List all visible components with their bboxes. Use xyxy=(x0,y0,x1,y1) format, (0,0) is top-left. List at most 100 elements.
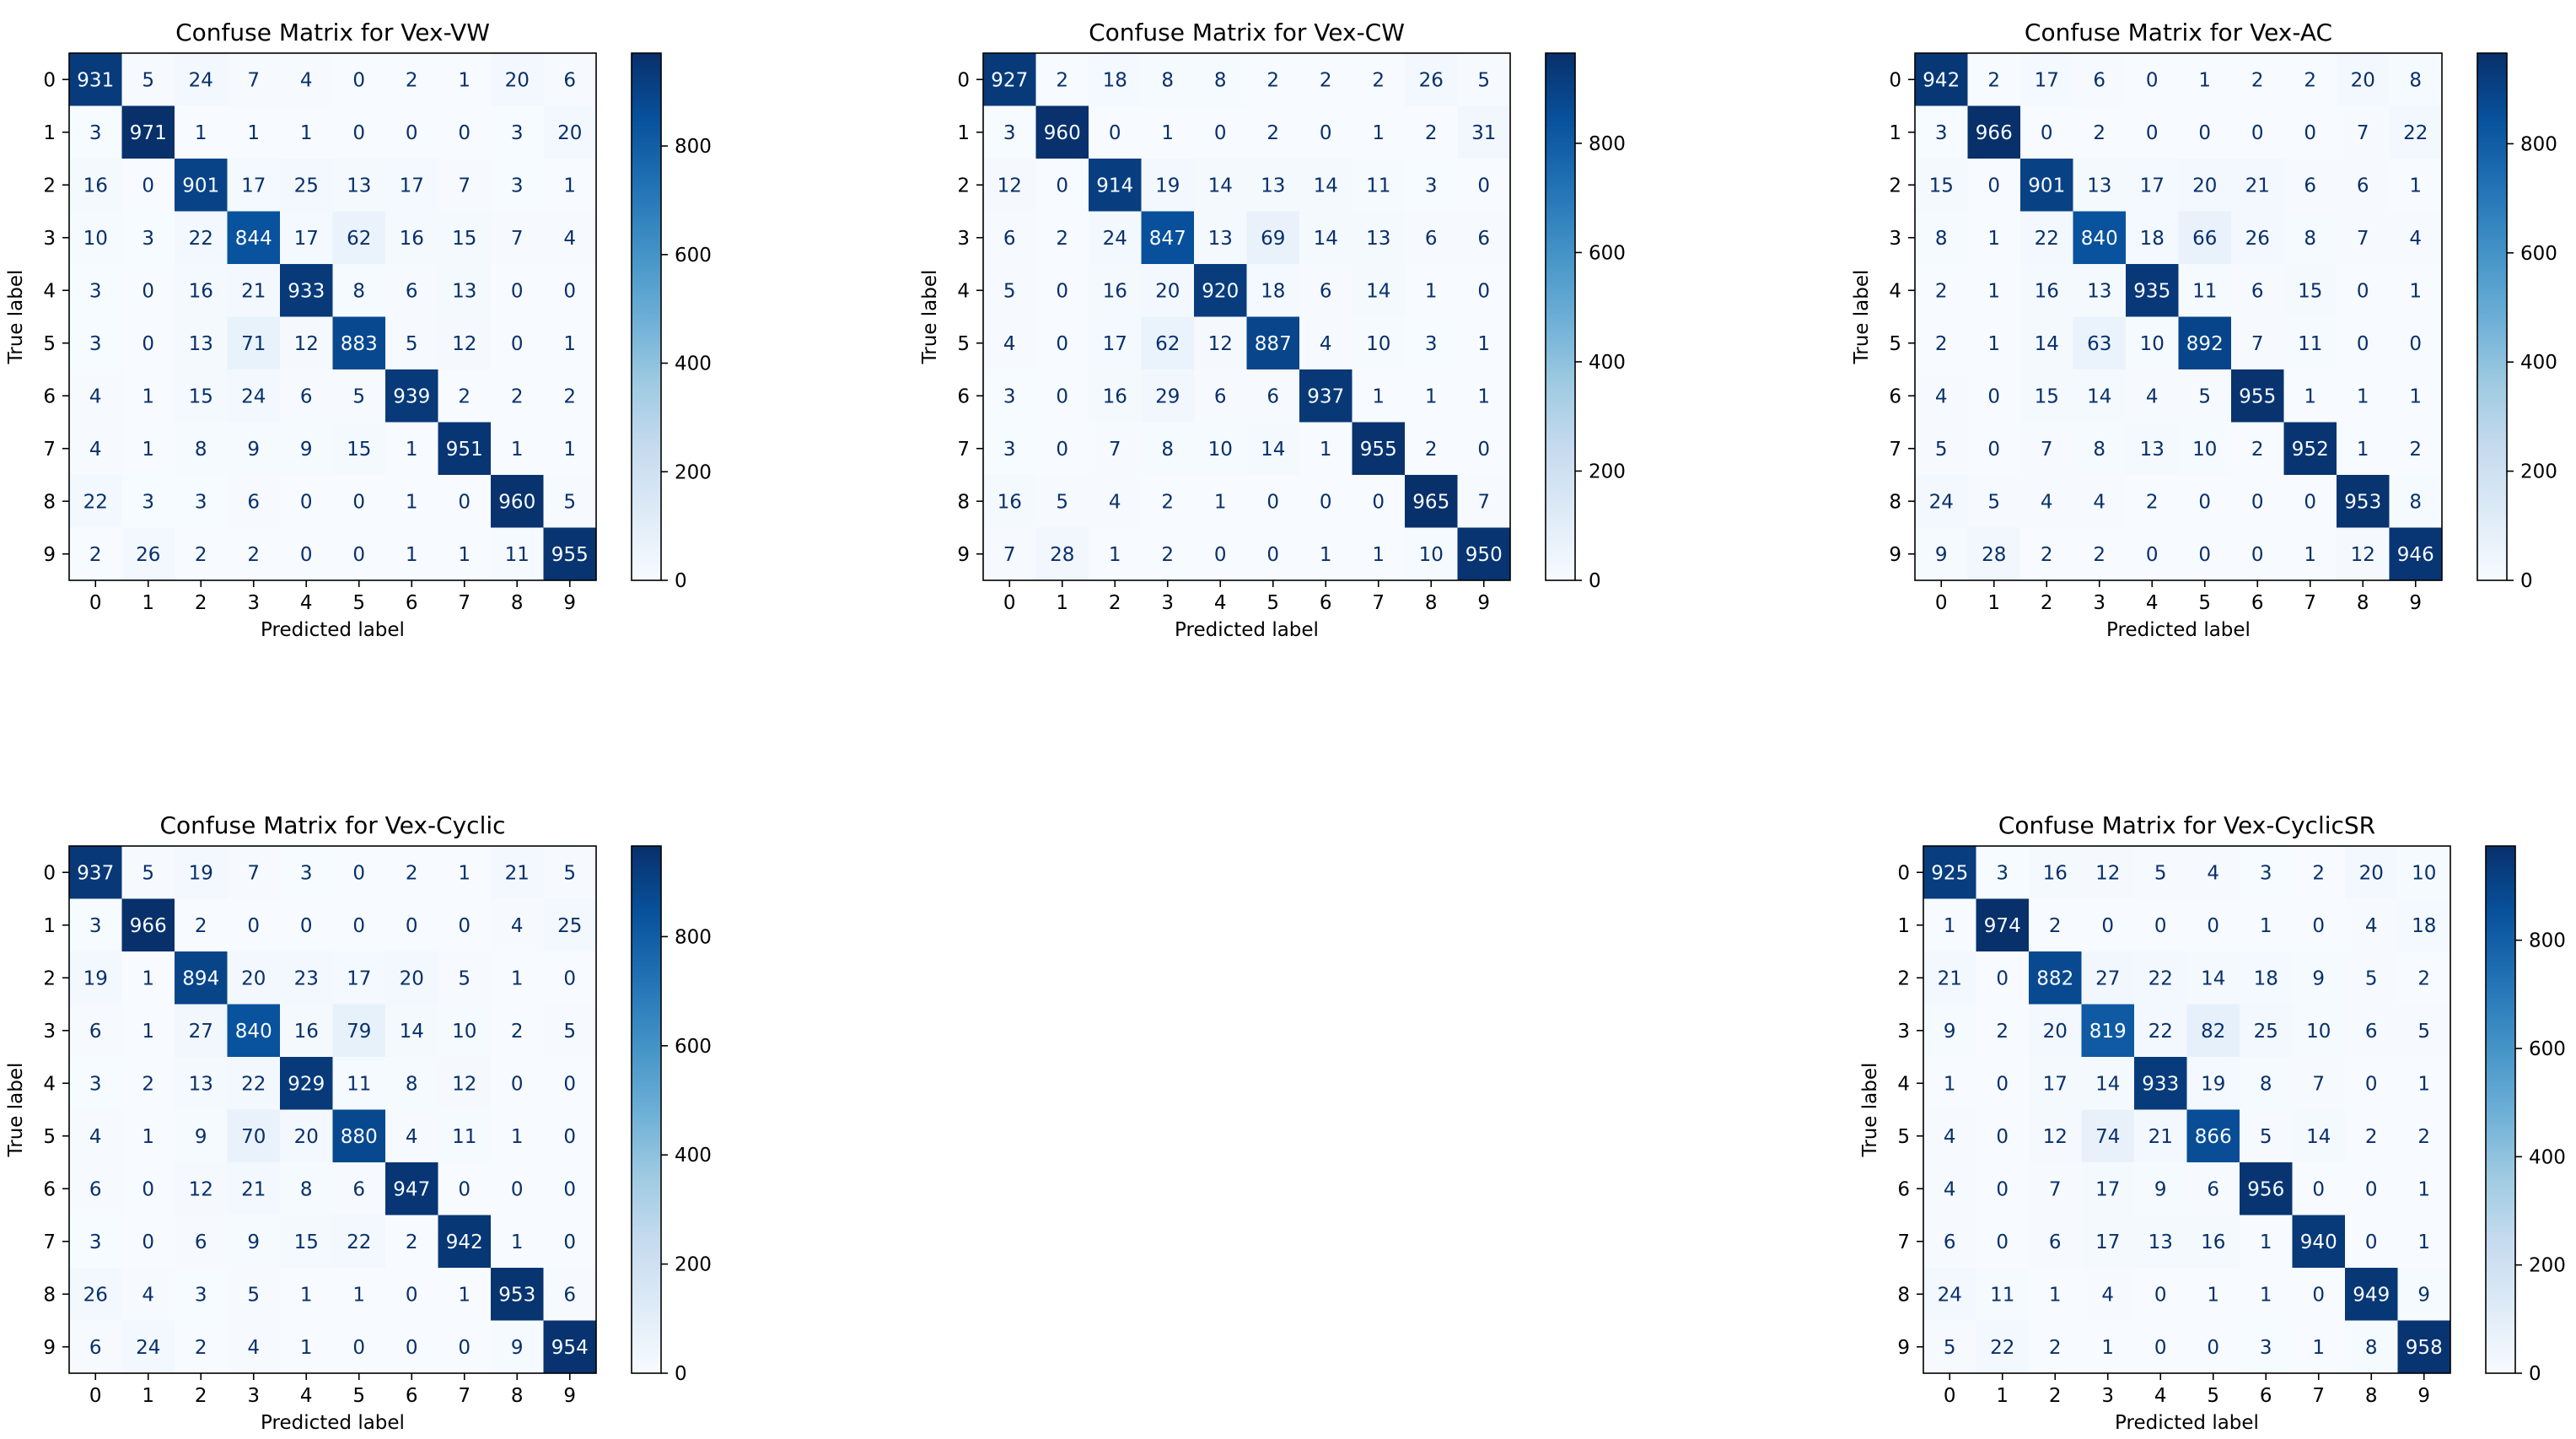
cell-value-label: 5 xyxy=(1935,439,1948,461)
colorbar-tick-label: 200 xyxy=(675,461,712,483)
heatmap-cell xyxy=(280,898,333,952)
cell-value-label: 942 xyxy=(1923,69,1960,91)
cell-value-label: 8 xyxy=(2304,228,2316,250)
cell-value-label: 0 xyxy=(511,333,524,355)
cell-value-label: 2 xyxy=(406,862,418,884)
heatmap-cell xyxy=(2292,1109,2346,1163)
cell-value-label: 6 xyxy=(1003,228,1016,250)
heatmap-cell xyxy=(2292,1215,2346,1269)
cell-value-label: 866 xyxy=(2195,1126,2232,1148)
heatmap-cell xyxy=(332,264,386,317)
cell-value-label: 14 xyxy=(1208,175,1233,197)
heatmap-cell xyxy=(543,898,597,952)
y-tick-label: 0 xyxy=(43,69,56,91)
colorbar-tick-label: 600 xyxy=(1589,242,1626,264)
heatmap-cell xyxy=(1915,527,1968,581)
heatmap-cell xyxy=(1089,53,1142,106)
heatmap-cell xyxy=(280,369,333,423)
heatmap-cell xyxy=(1141,422,1195,476)
heatmap-cell xyxy=(1976,1004,2030,1058)
colorbar xyxy=(2477,52,2508,581)
heatmap-cell xyxy=(1352,53,1406,106)
cell-value-label: 5 xyxy=(1056,491,1068,513)
heatmap-cell xyxy=(1923,1268,1976,1321)
cell-value-label: 7 xyxy=(247,69,260,91)
cell-value-label: 1 xyxy=(352,1284,365,1306)
cell-value-label: 1 xyxy=(2304,385,2316,407)
heatmap-cell xyxy=(491,898,544,952)
cell-value-label: 21 xyxy=(505,862,530,884)
heatmap-cell xyxy=(227,1268,281,1321)
cell-value-label: 7 xyxy=(2041,439,2053,461)
heatmap-cell xyxy=(438,422,492,476)
cell-value-label: 939 xyxy=(393,385,430,407)
x-axis-label: Predicted label xyxy=(2106,619,2251,641)
heatmap-cell xyxy=(175,951,228,1005)
cell-value-label: 965 xyxy=(1412,491,1449,513)
cell-value-label: 0 xyxy=(511,1178,524,1200)
x-axis-label: Predicted label xyxy=(261,1412,405,1434)
cell-value-label: 0 xyxy=(352,915,365,937)
x-tick-label: 1 xyxy=(142,1385,154,1407)
heatmap-cell xyxy=(1141,527,1195,581)
heatmap-cell xyxy=(332,53,386,106)
cell-value-label: 25 xyxy=(294,175,319,197)
heatmap-cell xyxy=(2073,369,2127,423)
cell-value-label: 8 xyxy=(1161,69,1174,91)
heatmap-cell xyxy=(1976,1320,2030,1374)
cell-value-label: 0 xyxy=(352,122,365,144)
heatmap-cell xyxy=(2345,1268,2398,1321)
cell-value-label: 937 xyxy=(1307,385,1344,407)
heatmap-cell xyxy=(1967,422,2021,476)
cell-value-label: 2 xyxy=(2251,439,2264,461)
cell-value-label: 1 xyxy=(142,1021,154,1043)
cell-value-label: 11 xyxy=(347,1073,371,1095)
heatmap-cell xyxy=(983,475,1036,528)
heatmap-cell xyxy=(175,159,228,212)
cell-value-label: 1 xyxy=(1372,122,1385,144)
heatmap-cell xyxy=(280,1004,333,1058)
cell-value-label: 3 xyxy=(1935,122,1948,144)
y-tick-label: 3 xyxy=(43,228,56,250)
cell-value-label: 887 xyxy=(1255,333,1292,355)
y-tick-label: 8 xyxy=(1889,491,1901,513)
heatmap-cell xyxy=(2126,105,2179,159)
heatmap-cell xyxy=(1967,369,2021,423)
cell-value-label: 26 xyxy=(2245,228,2270,250)
heatmap-cell xyxy=(1976,951,2030,1005)
cell-value-label: 0 xyxy=(2146,69,2159,91)
heatmap-cell xyxy=(332,898,386,952)
heatmap-cell xyxy=(2292,1004,2346,1058)
heatmap-cell xyxy=(332,1004,386,1058)
heatmap-cell xyxy=(385,1268,438,1321)
heatmap-cell xyxy=(1035,475,1089,528)
heatmap-cell xyxy=(69,211,122,265)
heatmap-cell xyxy=(69,264,122,317)
heatmap-cell xyxy=(385,264,438,317)
y-tick-label: 6 xyxy=(43,1178,56,1200)
x-tick-label: 9 xyxy=(1477,592,1490,614)
heatmap-cell xyxy=(2283,211,2337,265)
cell-value-label: 8 xyxy=(2409,69,2422,91)
cell-value-label: 0 xyxy=(352,491,365,513)
x-tick-label: 7 xyxy=(2312,1385,2325,1407)
x-tick-label: 0 xyxy=(1944,1385,1956,1407)
y-tick-label: 5 xyxy=(43,1126,56,1148)
heatmap-cell xyxy=(2231,159,2284,212)
cell-value-label: 1 xyxy=(1987,333,2000,355)
cell-value-label: 12 xyxy=(189,1178,213,1200)
heatmap-cell xyxy=(2186,951,2240,1005)
heatmap-cell xyxy=(2389,105,2443,159)
heatmap-cell xyxy=(2397,1320,2451,1374)
x-tick-label: 8 xyxy=(2357,592,2369,614)
cell-value-label: 10 xyxy=(452,1021,476,1043)
heatmap-cell xyxy=(280,527,333,581)
heatmap-frame xyxy=(68,845,597,1374)
cell-value-label: 6 xyxy=(195,1232,207,1253)
cell-value-label: 2 xyxy=(2417,1126,2430,1148)
cell-value-label: 1 xyxy=(1161,122,1174,144)
heatmap-cell xyxy=(1089,527,1142,581)
cell-value-label: 7 xyxy=(511,228,524,250)
